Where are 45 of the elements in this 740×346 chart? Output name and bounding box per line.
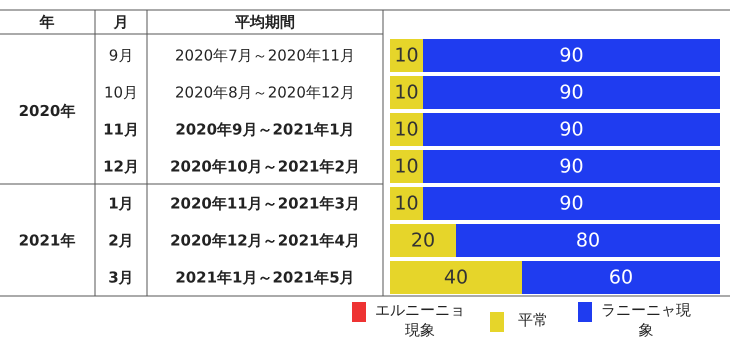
text: 9月	[108, 46, 134, 64]
data-label: 20	[410, 230, 436, 252]
bar	[423, 113, 720, 146]
bar	[522, 261, 720, 294]
legend-label: 平常	[517, 310, 549, 330]
data-label: 10	[394, 192, 419, 214]
y-tick-label: 2020年8月～2020年12月	[175, 84, 355, 102]
data-label: 90	[559, 156, 584, 178]
text: 2021年	[18, 232, 76, 250]
bar	[423, 76, 720, 109]
data-label: 10	[394, 156, 419, 178]
data-label: 90	[559, 118, 584, 140]
text: 平均期間	[234, 13, 295, 31]
data-label: 10	[394, 82, 419, 104]
y-tick-label: 2020年11月～2021年3月	[170, 194, 360, 212]
y-tick-label: 2020年10月～2021年2月	[170, 158, 360, 176]
data-label: 60	[608, 266, 634, 288]
text: 11月	[103, 120, 139, 138]
y-tick-label: 2020年9月～2021年1月	[175, 120, 355, 138]
data-label: 10	[394, 118, 419, 140]
text: 2020年	[18, 102, 76, 120]
bar	[423, 187, 720, 220]
bar	[456, 224, 720, 257]
text: 10月	[104, 84, 138, 102]
text: 1月	[108, 194, 134, 212]
bar	[390, 224, 456, 257]
text: 3月	[108, 268, 134, 286]
text: 月	[112, 13, 128, 31]
y-tick-label: 2020年7月～2020年11月	[175, 46, 355, 64]
text: 12月	[103, 158, 139, 176]
data-label: 90	[559, 44, 584, 66]
data-label: 40	[444, 266, 468, 288]
text: 2月	[108, 232, 134, 250]
bar	[423, 150, 720, 183]
data-label: 90	[559, 192, 584, 214]
text: 年	[38, 13, 54, 31]
data-label: 80	[576, 230, 600, 252]
bar	[423, 39, 720, 72]
legend-label: ラニーニャ現象	[600, 300, 692, 340]
bar	[390, 261, 522, 294]
data-label: 90	[559, 82, 584, 104]
y-tick-label: 2020年12月～2021年4月	[170, 232, 360, 250]
y-tick-label: 2021年1月～2021年5月	[175, 268, 355, 286]
legend-label: エルニーニョ現象	[374, 300, 466, 340]
data-label: 10	[394, 44, 419, 66]
